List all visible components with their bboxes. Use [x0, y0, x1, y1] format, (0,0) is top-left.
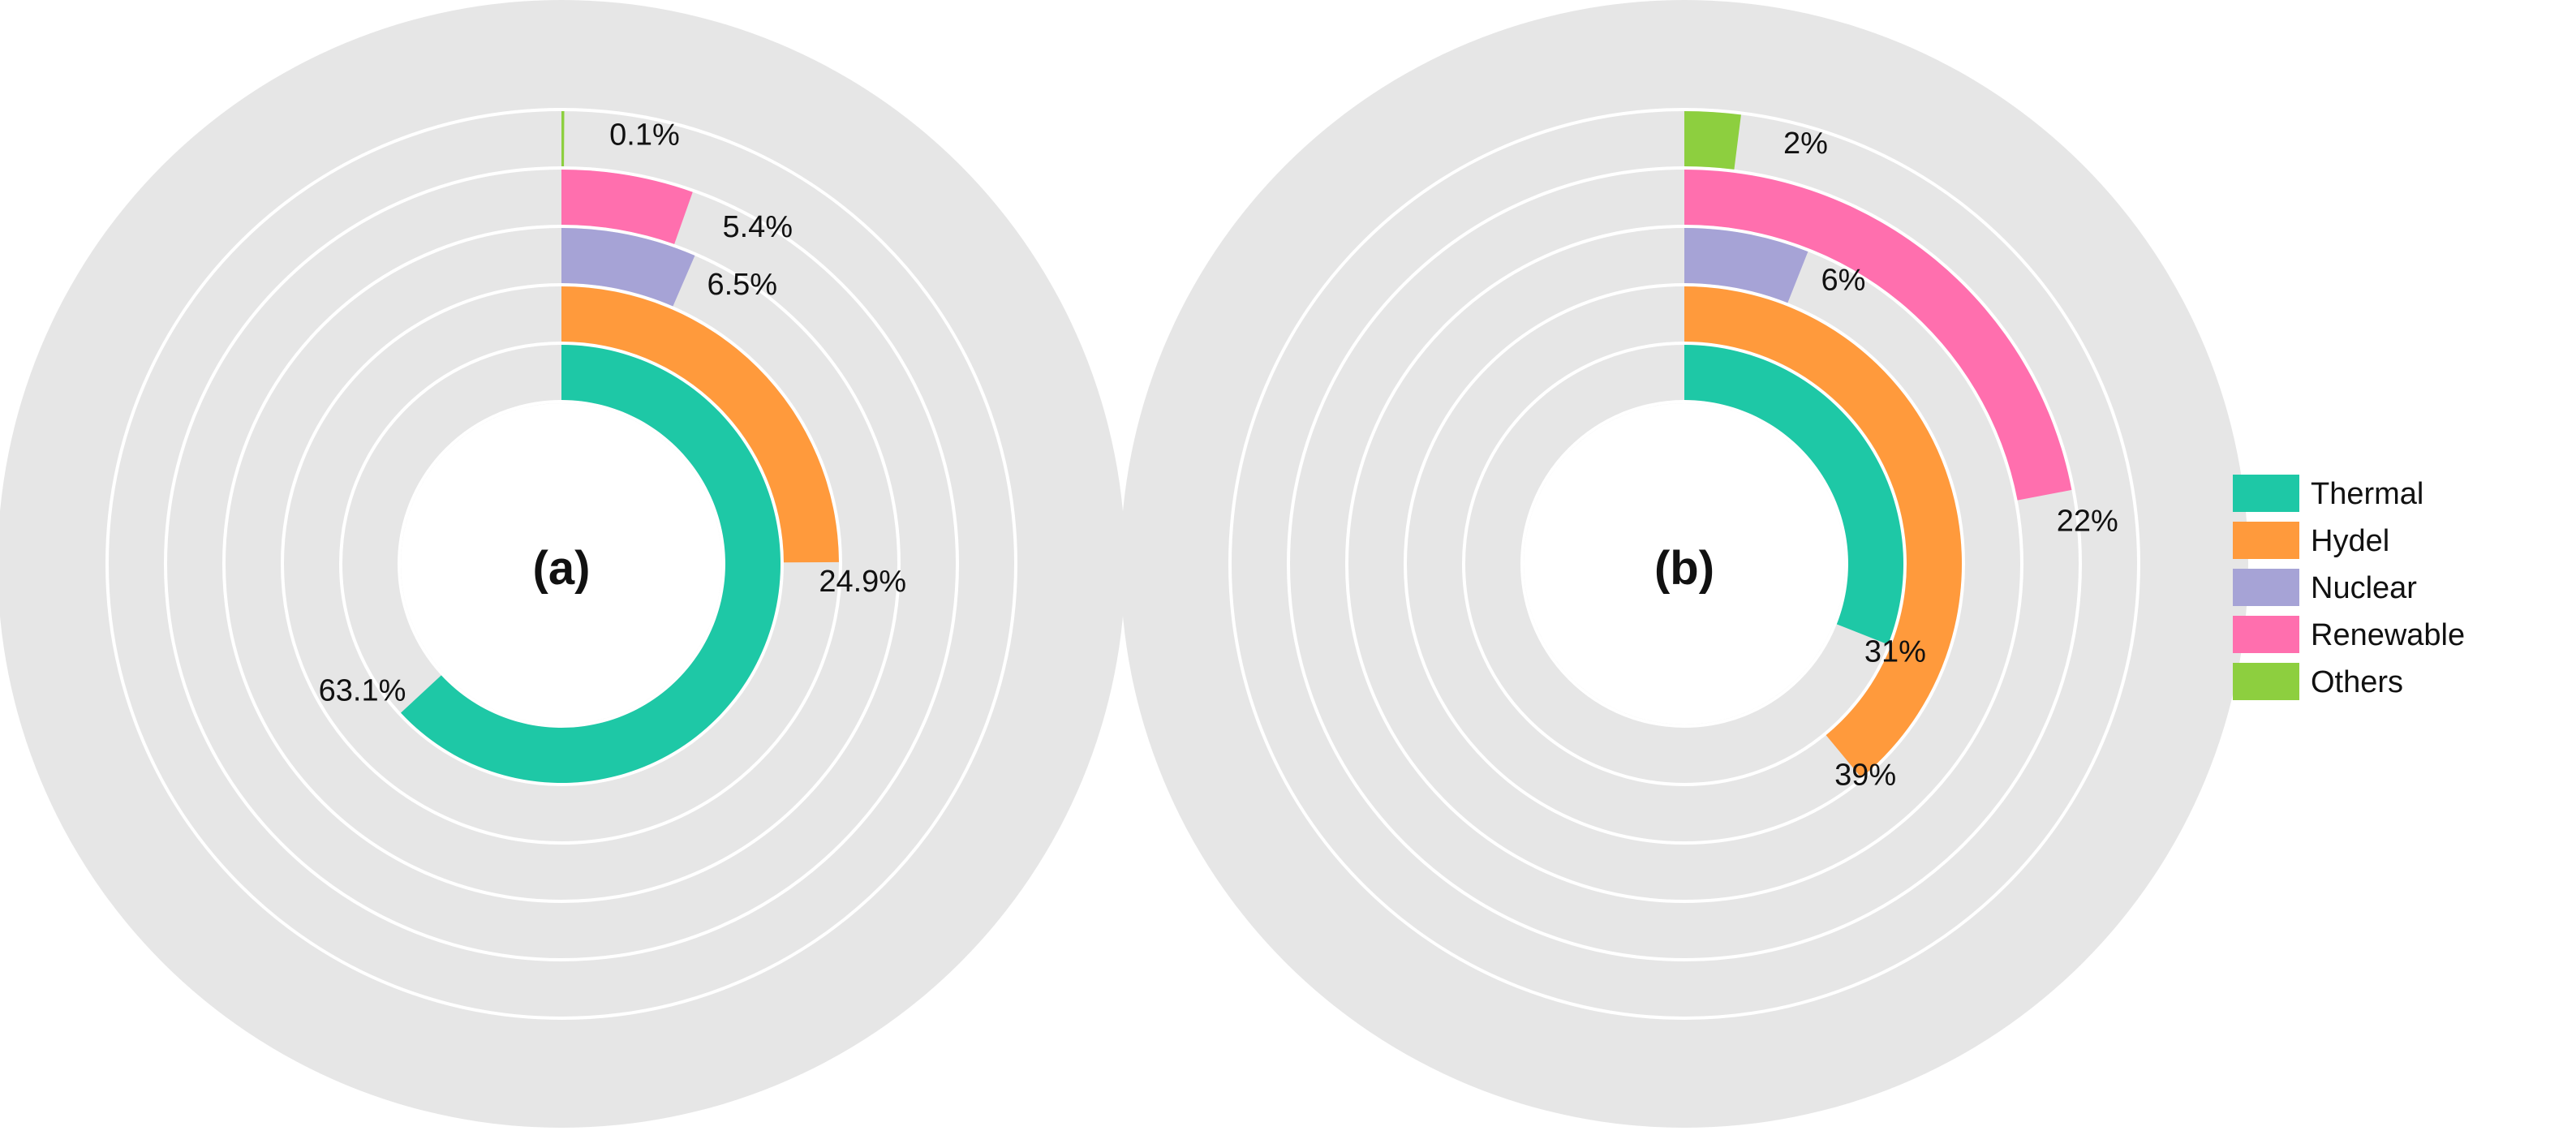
- arc-a-others: [561, 111, 565, 167]
- legend-swatch-hydel: [2233, 522, 2299, 559]
- center-hole-a: [401, 403, 722, 724]
- data-label-a-others: 0.1%: [609, 118, 680, 152]
- data-label-b-hydel: 39%: [1834, 759, 1896, 793]
- ring-separator: [164, 166, 959, 961]
- ring-separator: [1345, 225, 2023, 903]
- arc-b-renewable: [1684, 170, 2072, 501]
- data-label-b-others: 2%: [1783, 127, 1828, 161]
- data-label-b-nuclear: 6%: [1821, 263, 1866, 297]
- legend-swatch-thermal: [2233, 475, 2299, 512]
- arc-b-thermal: [1684, 345, 1903, 645]
- chart-panel-b: 31% 39% 6% 22% 2% (b): [1120, 0, 2248, 1128]
- data-label-b-thermal: 31%: [1864, 634, 1926, 669]
- arc-a-hydel: [561, 286, 839, 563]
- ring-separator: [105, 108, 1017, 1020]
- data-label-a-nuclear: 6.5%: [707, 268, 777, 302]
- arc-b-nuclear: [1684, 228, 1808, 303]
- legend-label-thermal: Thermal: [2311, 477, 2423, 511]
- ring-separator: [222, 225, 901, 903]
- data-label-a-thermal: 63.1%: [319, 673, 406, 707]
- panel-label-b: (b): [1654, 542, 1714, 595]
- chart-panel-a: 63.1% 24.9% 6.5% 5.4% 0.1% (a): [0, 0, 1125, 1128]
- ring-separator: [1520, 400, 1848, 728]
- legend-swatch-others: [2233, 663, 2299, 700]
- center-hole-b: [1524, 403, 1845, 724]
- ring-separator: [398, 400, 725, 728]
- arc-a-nuclear: [561, 228, 695, 307]
- legend-label-hydel: Hydel: [2311, 524, 2389, 558]
- ring-separator: [281, 283, 842, 845]
- ring-separator: [1228, 108, 2140, 1020]
- ring-separator: [1404, 283, 1965, 845]
- arc-a-thermal: [401, 345, 781, 783]
- legend: Thermal Hydel Nuclear Renewable Others: [2233, 475, 2465, 700]
- arc-a-renewable: [561, 170, 693, 244]
- legend-label-nuclear: Nuclear: [2311, 571, 2417, 605]
- legend-label-renewable: Renewable: [2311, 618, 2465, 652]
- data-label-a-hydel: 24.9%: [819, 565, 906, 599]
- arc-b-others: [1684, 111, 1741, 170]
- legend-swatch-renewable: [2233, 616, 2299, 653]
- ring-separator: [1287, 166, 2082, 961]
- panel-label-a: (a): [533, 542, 591, 595]
- ring-separator: [339, 342, 784, 786]
- legend-label-others: Others: [2311, 665, 2403, 699]
- arc-b-hydel: [1684, 286, 1962, 778]
- data-label-a-renewable: 5.4%: [722, 210, 793, 244]
- legend-swatch-nuclear: [2233, 569, 2299, 606]
- data-label-b-renewable: 22%: [2057, 504, 2118, 538]
- ring-separator: [1462, 342, 1907, 786]
